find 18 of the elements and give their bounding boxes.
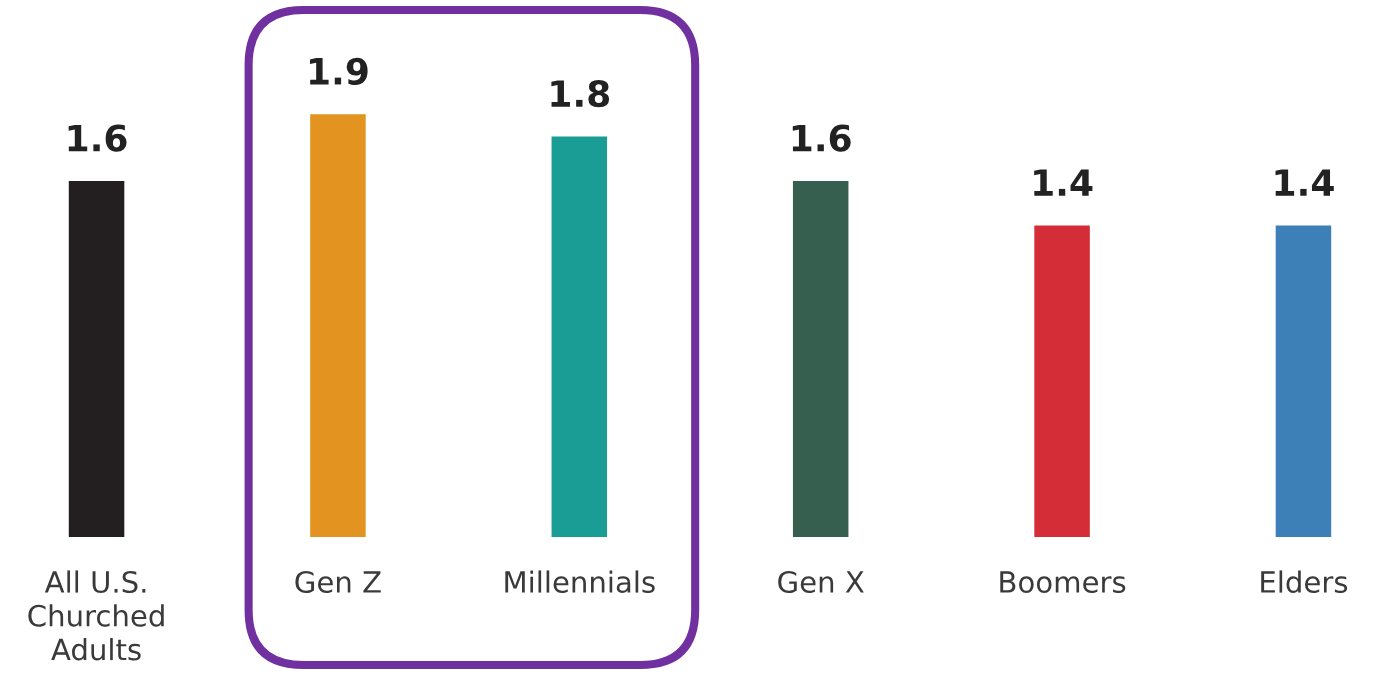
bar [1034,225,1090,538]
x-tick-label: Elders [1261,570,1348,593]
x-tick-label: Millennials [505,570,655,593]
bar [792,180,849,538]
data-label: 1.6 [792,124,851,152]
data-label: 1.8 [551,79,610,108]
x-tick-label: All U.S. Churched Adults [28,570,164,661]
data-label: 1.4 [1275,169,1334,196]
bar [68,180,125,538]
bar [310,114,366,538]
x-tick-label: Gen X [778,570,864,593]
bar [1275,225,1332,538]
data-label: 1.4 [1034,169,1093,196]
x-tick-label: Boomers [1000,571,1126,593]
x-tick-label: Gen Z [295,570,381,593]
data-label: 1.9 [310,57,368,85]
bar [551,136,608,538]
data-label: 1.6 [68,124,127,152]
